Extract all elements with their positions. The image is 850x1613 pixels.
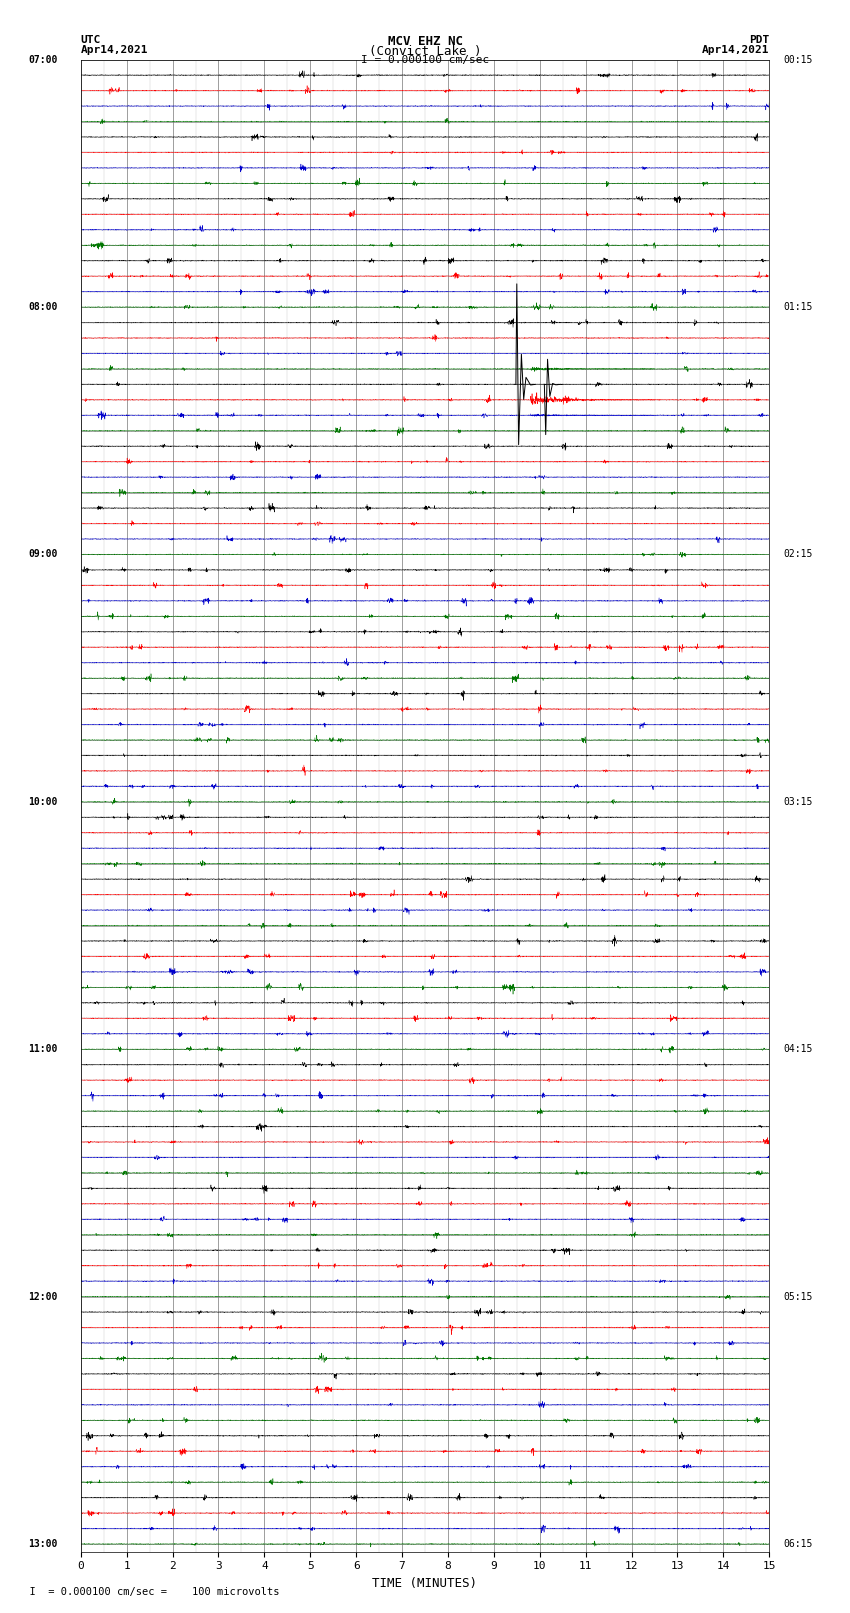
Text: 04:15: 04:15 bbox=[783, 1044, 813, 1055]
Text: 08:00: 08:00 bbox=[28, 302, 58, 311]
Text: I  = 0.000100 cm/sec =    100 microvolts: I = 0.000100 cm/sec = 100 microvolts bbox=[17, 1587, 280, 1597]
Text: 02:15: 02:15 bbox=[783, 550, 813, 560]
Text: 05:15: 05:15 bbox=[783, 1292, 813, 1302]
Text: (Convict Lake ): (Convict Lake ) bbox=[369, 45, 481, 58]
X-axis label: TIME (MINUTES): TIME (MINUTES) bbox=[372, 1578, 478, 1590]
Text: I = 0.000100 cm/sec: I = 0.000100 cm/sec bbox=[361, 55, 489, 65]
Text: PDT: PDT bbox=[749, 35, 769, 45]
Text: UTC: UTC bbox=[81, 35, 101, 45]
Text: 07:00: 07:00 bbox=[28, 55, 58, 65]
Text: 01:15: 01:15 bbox=[783, 302, 813, 311]
Text: 11:00: 11:00 bbox=[28, 1044, 58, 1055]
Text: 06:15: 06:15 bbox=[783, 1539, 813, 1548]
Text: 12:00: 12:00 bbox=[28, 1292, 58, 1302]
Text: 10:00: 10:00 bbox=[28, 797, 58, 806]
Text: Apr14,2021: Apr14,2021 bbox=[81, 45, 148, 55]
Text: 03:15: 03:15 bbox=[783, 797, 813, 806]
Text: MCV EHZ NC: MCV EHZ NC bbox=[388, 35, 462, 48]
Text: 00:15: 00:15 bbox=[783, 55, 813, 65]
Text: 13:00: 13:00 bbox=[28, 1539, 58, 1548]
Text: Apr14,2021: Apr14,2021 bbox=[702, 45, 769, 55]
Text: 09:00: 09:00 bbox=[28, 550, 58, 560]
